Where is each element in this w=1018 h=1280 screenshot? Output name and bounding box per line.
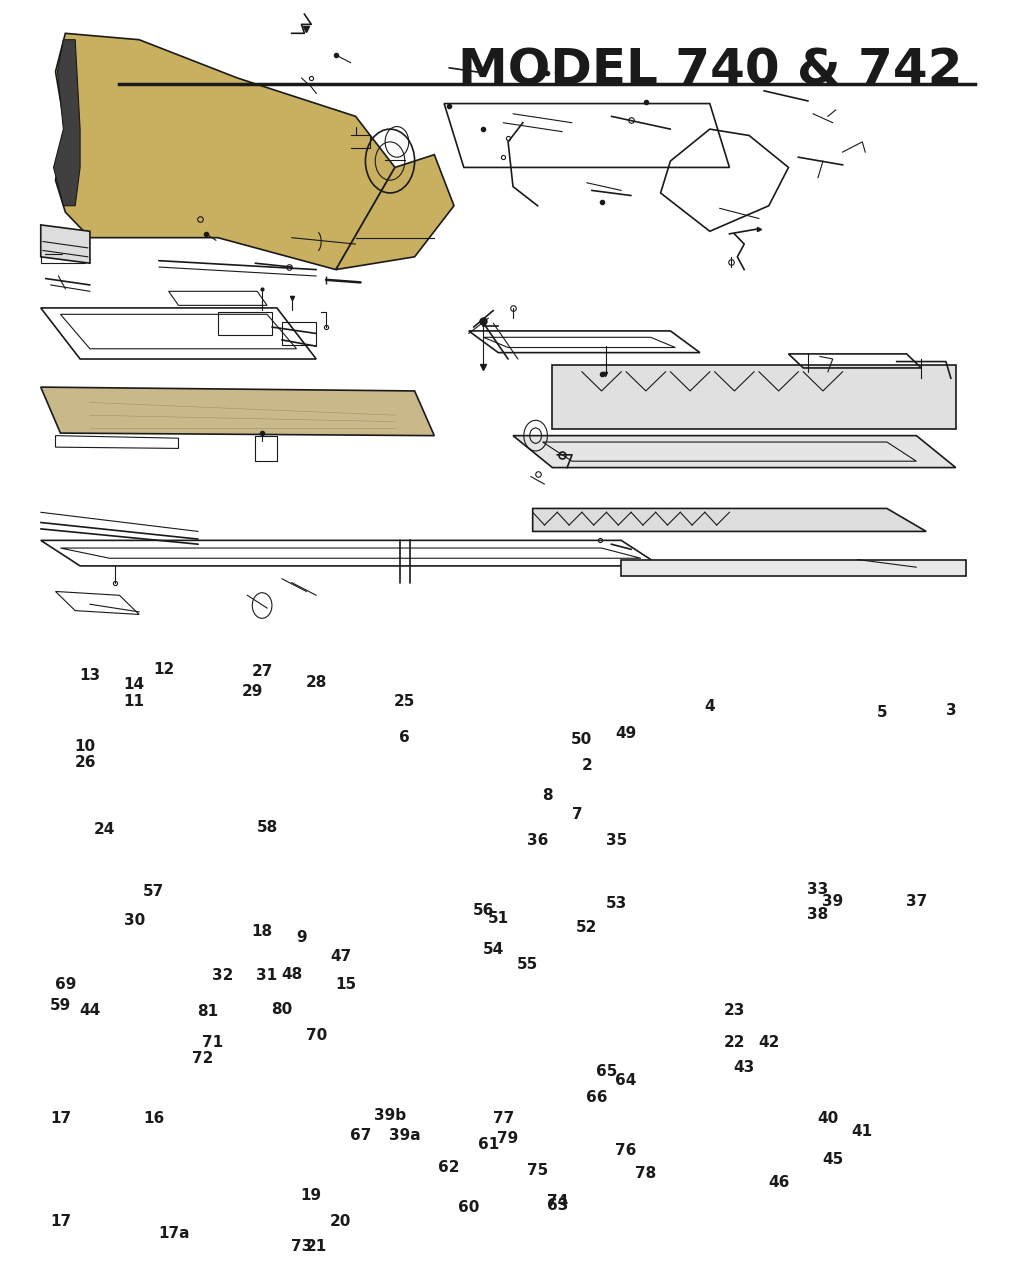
Text: 44: 44	[79, 1004, 101, 1018]
Text: 39a: 39a	[389, 1128, 420, 1143]
Text: 17: 17	[50, 1111, 71, 1126]
Text: 3: 3	[946, 703, 956, 718]
Text: 66: 66	[586, 1089, 608, 1105]
Text: 23: 23	[724, 1004, 745, 1018]
Text: 29: 29	[241, 684, 263, 699]
Text: 2: 2	[581, 758, 592, 773]
Text: 10: 10	[74, 739, 96, 754]
Bar	[282, 323, 317, 346]
Text: 36: 36	[527, 833, 549, 849]
Text: 5: 5	[876, 705, 888, 721]
Text: 31: 31	[257, 969, 278, 983]
Text: 79: 79	[498, 1130, 519, 1146]
Text: 55: 55	[517, 957, 539, 972]
Text: 81: 81	[197, 1005, 219, 1019]
Text: 65: 65	[596, 1064, 617, 1079]
Text: 30: 30	[123, 914, 145, 928]
Text: 13: 13	[79, 668, 101, 684]
Text: 24: 24	[94, 822, 115, 837]
Text: 80: 80	[271, 1002, 292, 1016]
Text: 69: 69	[55, 978, 76, 992]
Text: 49: 49	[616, 726, 637, 741]
Text: 32: 32	[212, 969, 233, 983]
Text: 76: 76	[616, 1143, 637, 1158]
Text: 61: 61	[477, 1137, 499, 1152]
Text: 37: 37	[906, 895, 927, 909]
Text: 56: 56	[472, 904, 494, 918]
Polygon shape	[56, 33, 395, 270]
Text: 17: 17	[50, 1213, 71, 1229]
Text: 74: 74	[547, 1194, 568, 1210]
Polygon shape	[336, 155, 454, 270]
Text: 28: 28	[305, 675, 327, 690]
Text: 72: 72	[192, 1051, 214, 1066]
Text: 43: 43	[734, 1060, 754, 1075]
Text: 38: 38	[807, 908, 829, 922]
Text: 22: 22	[724, 1034, 745, 1050]
Text: 50: 50	[571, 732, 592, 748]
Text: 33: 33	[807, 882, 829, 896]
Text: 41: 41	[852, 1124, 872, 1139]
Polygon shape	[532, 508, 926, 531]
Text: 77: 77	[493, 1111, 514, 1126]
Text: 6: 6	[399, 730, 410, 745]
Text: 39: 39	[823, 895, 843, 909]
Polygon shape	[621, 559, 966, 576]
Text: 17a: 17a	[158, 1226, 189, 1242]
Text: 15: 15	[335, 978, 356, 992]
Text: 45: 45	[823, 1152, 843, 1167]
Polygon shape	[41, 225, 90, 264]
Text: 27: 27	[251, 664, 273, 680]
Text: 11: 11	[124, 694, 145, 709]
Text: 51: 51	[488, 911, 509, 925]
Bar	[41, 244, 86, 264]
Text: 35: 35	[606, 833, 627, 849]
Polygon shape	[54, 40, 80, 206]
Text: 73: 73	[291, 1239, 313, 1254]
Text: 58: 58	[257, 820, 278, 836]
Text: 20: 20	[330, 1213, 351, 1229]
Text: 21: 21	[305, 1239, 327, 1254]
Text: 4: 4	[704, 699, 715, 714]
Text: 62: 62	[439, 1160, 460, 1175]
Text: 7: 7	[572, 808, 582, 823]
Text: 67: 67	[350, 1128, 372, 1143]
Text: 52: 52	[576, 920, 598, 934]
Text: 70: 70	[305, 1028, 327, 1043]
Text: 16: 16	[144, 1111, 165, 1126]
Text: 75: 75	[527, 1162, 549, 1178]
Text: 48: 48	[281, 968, 302, 982]
Text: 59: 59	[50, 998, 71, 1012]
Text: MODEL 740 & 742: MODEL 740 & 742	[457, 46, 962, 95]
Text: 60: 60	[458, 1199, 479, 1215]
Text: 8: 8	[543, 788, 553, 804]
Text: 39b: 39b	[374, 1107, 406, 1123]
Text: 47: 47	[330, 950, 351, 964]
Polygon shape	[513, 435, 956, 467]
Text: 12: 12	[153, 662, 174, 677]
Text: 78: 78	[635, 1166, 657, 1181]
Polygon shape	[41, 387, 435, 435]
Text: 26: 26	[74, 755, 96, 771]
Text: 14: 14	[123, 677, 145, 692]
Text: 53: 53	[606, 896, 627, 910]
Text: 40: 40	[817, 1111, 839, 1126]
Polygon shape	[553, 365, 956, 429]
Text: 71: 71	[203, 1034, 224, 1050]
Text: 63: 63	[547, 1198, 568, 1213]
Text: 46: 46	[768, 1175, 789, 1190]
Text: 42: 42	[758, 1034, 780, 1050]
Text: 18: 18	[251, 924, 273, 938]
Text: 25: 25	[394, 694, 415, 709]
Text: 19: 19	[300, 1188, 322, 1203]
Text: 57: 57	[144, 884, 165, 899]
Bar	[218, 312, 272, 335]
Text: 54: 54	[483, 942, 504, 956]
Text: 64: 64	[616, 1073, 637, 1088]
Text: 9: 9	[296, 931, 306, 945]
